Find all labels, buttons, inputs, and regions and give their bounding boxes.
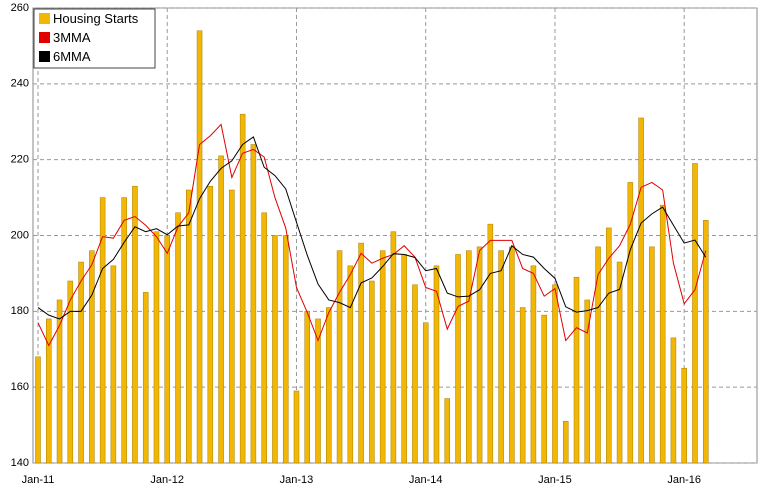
bar — [606, 227, 612, 464]
x-tick-label: Jan-12 — [150, 474, 184, 486]
bar — [304, 311, 310, 464]
bar — [616, 261, 623, 464]
bar — [89, 250, 95, 464]
legend-swatch — [39, 51, 50, 62]
y-tick-label: 220 — [11, 154, 29, 166]
bar — [358, 242, 364, 464]
bar — [56, 299, 63, 464]
bar — [702, 220, 709, 464]
bar — [562, 421, 569, 464]
bar — [250, 144, 257, 464]
legend-swatch — [39, 32, 50, 43]
bar — [132, 185, 138, 464]
bar — [35, 356, 41, 464]
bar — [164, 235, 170, 464]
bar — [519, 307, 526, 464]
bar — [509, 246, 515, 464]
x-tick-label: Jan-13 — [280, 474, 314, 486]
legend-swatch — [39, 13, 50, 24]
y-tick-label: 260 — [11, 2, 29, 14]
bar — [207, 185, 214, 464]
bar — [315, 318, 321, 464]
bar — [336, 250, 343, 464]
bar — [293, 390, 300, 464]
bar — [476, 246, 483, 464]
bar — [584, 299, 591, 464]
legend-box — [33, 8, 156, 69]
bar — [261, 212, 267, 464]
bar — [390, 231, 397, 464]
bar — [239, 113, 246, 464]
bar — [121, 197, 127, 464]
bar — [498, 250, 504, 464]
bar — [326, 307, 332, 464]
bar — [46, 318, 52, 464]
x-tick-label: Jan-11 — [22, 474, 55, 486]
legend-label: Housing Starts — [53, 11, 139, 26]
bar — [433, 265, 440, 464]
bar — [681, 367, 687, 464]
y-tick-label: 240 — [11, 78, 29, 90]
bar — [638, 117, 644, 464]
bar — [627, 182, 634, 464]
bar — [369, 280, 375, 464]
bar — [649, 246, 655, 464]
y-tick-label: 140 — [11, 457, 29, 469]
bar — [692, 163, 698, 464]
bar — [412, 284, 418, 464]
bar — [67, 280, 74, 464]
x-tick-label: Jan-15 — [538, 474, 572, 486]
bar — [487, 223, 494, 464]
bar — [175, 212, 181, 464]
bar — [466, 250, 472, 464]
bar — [670, 337, 677, 464]
bar — [99, 197, 106, 464]
bar — [110, 265, 117, 464]
bar — [541, 314, 547, 464]
y-tick-label: 200 — [11, 229, 29, 241]
bar — [455, 254, 461, 464]
bar — [595, 246, 601, 464]
bar — [196, 30, 203, 464]
y-tick-label: 160 — [11, 381, 29, 393]
bar — [422, 322, 429, 464]
legend-label: 3MMA — [53, 30, 91, 45]
bar — [153, 231, 160, 464]
bar — [78, 261, 84, 464]
bar — [379, 250, 386, 464]
line — [37, 123, 707, 347]
bar — [272, 235, 278, 464]
bar — [229, 189, 235, 464]
x-tick-label: Jan-16 — [667, 474, 701, 486]
bar — [218, 155, 224, 464]
bar — [530, 265, 537, 464]
x-tick-label: Jan-14 — [409, 474, 443, 486]
bar — [282, 235, 289, 464]
line — [37, 136, 707, 320]
bar — [142, 292, 149, 464]
bar — [186, 189, 192, 464]
y-tick-label: 180 — [11, 305, 29, 317]
bar — [659, 204, 666, 464]
bar — [573, 276, 580, 464]
bar — [401, 254, 407, 464]
bar — [552, 284, 558, 464]
bar — [444, 398, 451, 464]
bar — [347, 265, 354, 464]
legend: Housing Starts 3MMA 6MMA — [33, 8, 156, 69]
legend-label: 6MMA — [53, 49, 91, 64]
